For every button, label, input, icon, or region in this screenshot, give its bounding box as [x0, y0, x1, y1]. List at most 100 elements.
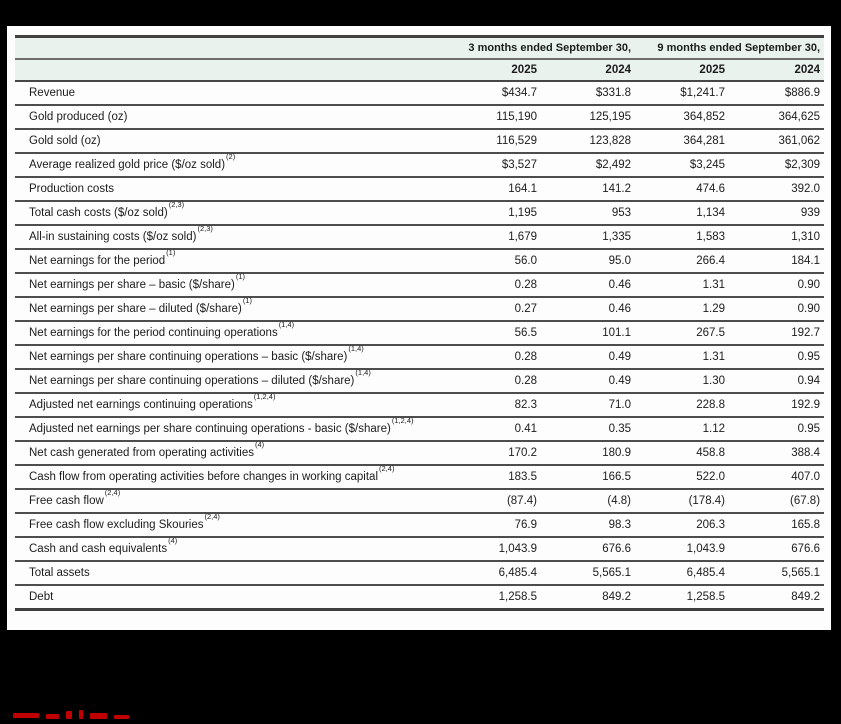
row-value: 56.5 — [447, 321, 541, 346]
row-label-text: Debt — [29, 591, 54, 603]
row-label: Debt — [15, 585, 447, 611]
row-value: $331.8 — [541, 81, 636, 106]
row-value: 1.31 — [635, 345, 730, 370]
row-value: 676.6 — [541, 537, 636, 562]
label-column-subheader — [15, 59, 447, 82]
row-value: (87.4) — [447, 489, 541, 514]
row-value: 1,134 — [635, 201, 730, 226]
row-value: 1,583 — [635, 225, 730, 250]
row-value: 364,625 — [729, 105, 825, 130]
row-footnote-reference: (1) — [242, 296, 253, 306]
row-label-text: Net earnings for the period — [29, 255, 166, 267]
table-row: Net earnings per share – diluted ($/shar… — [15, 296, 825, 322]
row-value: 0.41 — [447, 417, 541, 442]
row-value: (4.8) — [541, 489, 636, 514]
table-row: Cash flow from operating activities befo… — [15, 465, 825, 490]
table-header: 3 months ended September 30, 9 months en… — [15, 35, 825, 82]
row-value: 98.3 — [541, 513, 636, 538]
clipped-red-text — [13, 710, 129, 724]
row-label-text: Free cash flow excluding Skouries — [29, 519, 204, 531]
row-footnote-reference: (4) — [168, 536, 178, 546]
table-row: Average realized gold price ($/oz sold)(… — [15, 153, 825, 178]
row-value: 392.0 — [729, 177, 825, 202]
row-label-text: Gold produced (oz) — [29, 111, 128, 123]
table-row: All-in sustaining costs ($/oz sold)(2,3)… — [15, 225, 825, 250]
row-value: 192.7 — [729, 321, 825, 346]
row-value: 1,258.5 — [447, 585, 541, 611]
row-label-text: All-in sustaining costs ($/oz sold) — [29, 231, 197, 243]
row-label: Net earnings per share – diluted ($/shar… — [15, 296, 447, 322]
row-value: 5,565.1 — [729, 561, 825, 586]
row-value: 183.5 — [447, 465, 541, 490]
row-value: 125,195 — [541, 105, 636, 130]
row-label: Adjusted net earnings per share continui… — [15, 417, 447, 442]
row-label-text: Net earnings per share continuing operat… — [29, 351, 348, 363]
row-value: 458.8 — [635, 441, 730, 466]
table-row: Cash and cash equivalents(4) 1,043.9 676.6… — [15, 536, 825, 562]
row-value: 184.1 — [729, 249, 825, 274]
row-value: 1,195 — [447, 201, 541, 226]
table-row: Net earnings per share – basic ($/share)… — [15, 273, 825, 298]
row-value: 361,062 — [729, 129, 825, 154]
row-footnote-reference: (1,4) — [355, 368, 371, 378]
row-value: 0.28 — [447, 345, 541, 370]
row-value: 388.4 — [729, 441, 825, 466]
row-value: 474.6 — [635, 177, 730, 202]
row-value: 0.90 — [729, 273, 825, 298]
table-row: Adjusted net earnings continuing operati… — [15, 392, 825, 418]
row-label: Production costs — [15, 177, 447, 202]
table-row: Free cash flow(2,4) (87.4) (4.8) (178.4) (67… — [15, 488, 825, 514]
row-value: 95.0 — [541, 249, 636, 274]
row-value: 267.5 — [635, 321, 730, 346]
row-value: 676.6 — [729, 537, 825, 562]
row-label: Net earnings for the period(1) — [15, 249, 447, 274]
row-value: 141.2 — [541, 177, 636, 202]
row-value: 0.28 — [447, 369, 541, 394]
row-label: Total assets — [15, 561, 447, 586]
row-value: 522.0 — [635, 465, 730, 490]
row-footnote-reference: (2,4) — [104, 488, 121, 498]
row-value: 6,485.4 — [447, 561, 541, 586]
row-label: Cash flow from operating activities befo… — [15, 465, 447, 490]
row-value: 364,281 — [635, 129, 730, 154]
row-label-text: Total assets — [29, 567, 90, 579]
row-value: $434.7 — [447, 81, 541, 106]
row-label: Average realized gold price ($/oz sold)(… — [15, 153, 447, 178]
row-value: 1.29 — [635, 297, 730, 322]
row-label-text: Average realized gold price ($/oz sold) — [29, 159, 226, 171]
row-value: 1,258.5 — [635, 585, 730, 611]
row-value: 0.95 — [729, 345, 825, 370]
row-label: Net earnings per share continuing operat… — [15, 368, 447, 394]
row-label-text: Free cash flow — [29, 495, 104, 507]
row-footnote-reference: (1,4) — [348, 344, 364, 354]
row-value: 228.8 — [635, 393, 730, 418]
year-header-9m-2025: 2025 — [635, 59, 730, 82]
table-row: Debt 1,258.5 849.2 1,258.5 849.2 — [15, 585, 825, 611]
row-label-text: Cash flow from operating activities befo… — [29, 471, 379, 483]
row-label: Gold sold (oz) — [15, 129, 447, 154]
row-value: 192.9 — [729, 393, 825, 418]
year-header-3m-2025: 2025 — [447, 59, 541, 82]
row-label: Adjusted net earnings continuing operati… — [15, 392, 447, 418]
row-value: 0.28 — [447, 273, 541, 298]
row-value: 939 — [729, 201, 825, 226]
row-label-text: Gold sold (oz) — [29, 135, 101, 147]
row-value: $1,241.7 — [635, 81, 730, 106]
row-value: 0.49 — [541, 345, 636, 370]
row-label-text: Net cash generated from operating activi… — [29, 447, 255, 459]
table-row: Net earnings per share continuing operat… — [15, 368, 825, 394]
row-value: 166.5 — [541, 465, 636, 490]
row-value: 56.0 — [447, 249, 541, 274]
row-footnote-reference: (1,4) — [278, 320, 295, 330]
row-value: 0.35 — [541, 417, 636, 442]
row-label: Free cash flow excluding Skouries(2,4) — [15, 513, 447, 538]
row-value: 164.1 — [447, 177, 541, 202]
table-row: Gold produced (oz) 115,190 125,195 364,852 3… — [15, 105, 825, 130]
column-group-9-months: 9 months ended September 30, — [635, 35, 825, 60]
row-value: 0.94 — [729, 369, 825, 394]
table-row: Net earnings per share continuing operat… — [15, 344, 825, 370]
table-row: Net earnings for the period continuing o… — [15, 320, 825, 346]
table-row: Total cash costs ($/oz sold)(2,3) 1,195 95… — [15, 201, 825, 226]
row-label-text: Production costs — [29, 183, 115, 195]
row-footnote-reference: (1,2,4) — [253, 392, 276, 402]
